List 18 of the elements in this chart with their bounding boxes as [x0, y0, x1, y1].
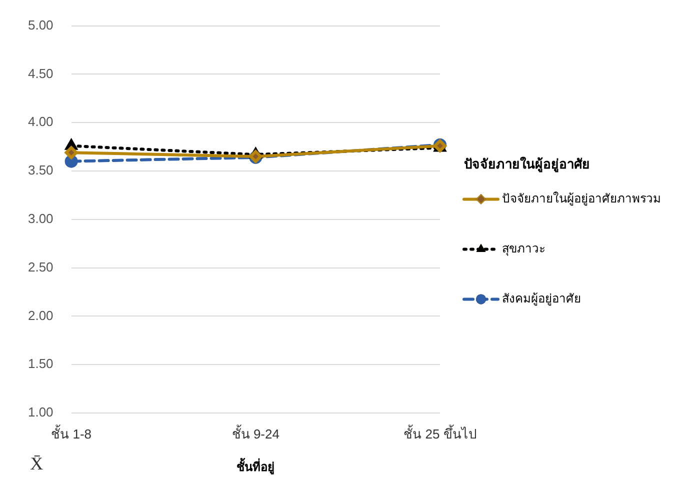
x-axis-title: ชั้นที่อยู่ [236, 457, 275, 476]
legend-label: สังคมผู้อยู่อาศัย [502, 291, 581, 306]
x-tick-label: ชั้น 9-24 [232, 424, 280, 442]
x-tick-label: ชั้น 1-8 [51, 424, 92, 442]
y-tick-label: 5.00 [28, 17, 54, 32]
y-tick-label: 1.00 [28, 404, 54, 420]
legend-label: ปัจจัยภายในผู้อยู่อาศัยภาพรวม [502, 191, 661, 206]
legend-title: ปัจจัยภายในผู้อยู่อาศัย [464, 156, 590, 173]
y-tick-label: 3.00 [28, 210, 54, 226]
legend-label: สุขภาวะ [502, 241, 545, 256]
y-tick-label: 1.50 [28, 356, 54, 372]
y-tick-label: 2.50 [28, 259, 54, 274]
y-tick-label: 3.50 [28, 162, 54, 178]
y-tick-label: 2.00 [28, 308, 54, 323]
y-tick-label: 4.50 [28, 66, 54, 81]
y-axis-title: X̄ [30, 454, 44, 474]
y-tick-label: 4.00 [28, 114, 54, 130]
x-tick-label: ชั้น 25 ขึ้นไป [404, 424, 476, 442]
